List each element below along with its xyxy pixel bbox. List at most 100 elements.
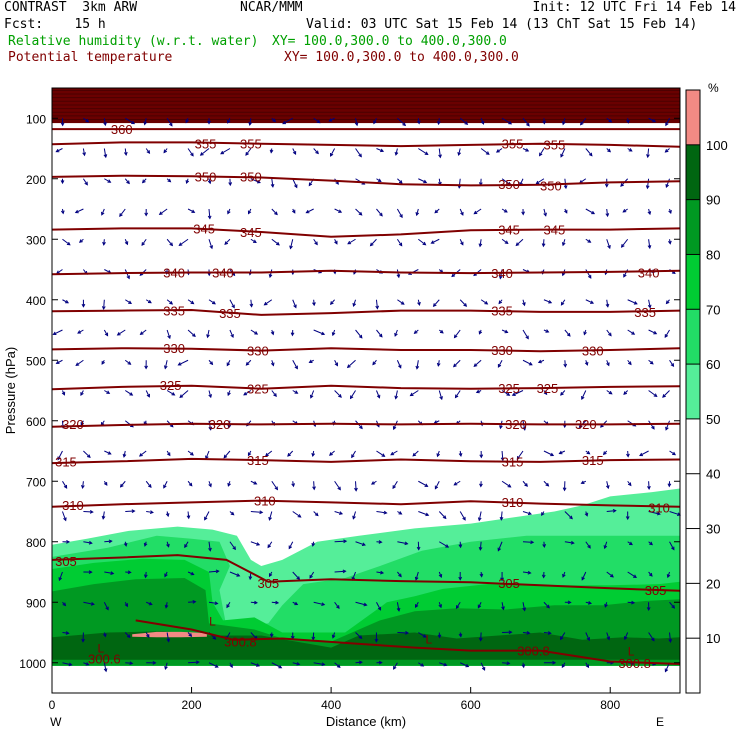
wind-vector-head bbox=[321, 662, 326, 667]
wind-vector bbox=[500, 511, 503, 520]
wind-vector bbox=[355, 661, 362, 664]
wind-vector-head bbox=[166, 452, 171, 457]
wind-vector bbox=[522, 541, 534, 543]
wind-vector-head bbox=[380, 570, 385, 575]
colorbar-label: 40 bbox=[706, 467, 720, 482]
wind-vector bbox=[539, 148, 545, 156]
wind-vector-head bbox=[526, 122, 530, 127]
wind-vector bbox=[501, 238, 509, 244]
wind-vector bbox=[268, 511, 273, 521]
wind-vector bbox=[187, 329, 196, 337]
wind-vector bbox=[139, 450, 147, 457]
wind-vector-head bbox=[230, 334, 234, 339]
wind-vector-head bbox=[309, 574, 313, 579]
wind-vector-head bbox=[296, 576, 301, 581]
wind-vector-head bbox=[434, 485, 439, 490]
wind-vector bbox=[355, 541, 366, 546]
wind-vector bbox=[522, 632, 530, 634]
wind-vector bbox=[124, 632, 131, 638]
wind-vector bbox=[103, 662, 107, 672]
wind-vector-head bbox=[289, 245, 293, 250]
wind-vector bbox=[473, 359, 482, 367]
wind-vector-head bbox=[665, 122, 669, 127]
wind-vector-head bbox=[423, 179, 428, 184]
wind-vector-head bbox=[339, 511, 344, 515]
wind-vector bbox=[501, 602, 504, 610]
wind-vector bbox=[516, 450, 524, 460]
wind-vector-head bbox=[481, 666, 486, 671]
wind-vector-head bbox=[521, 211, 526, 216]
wind-vector-head bbox=[508, 630, 513, 635]
colorbar-frame bbox=[685, 89, 701, 694]
wind-vector-head bbox=[625, 516, 630, 521]
wind-vector-head bbox=[422, 634, 427, 638]
wind-vector-head bbox=[607, 245, 611, 250]
wind-vector bbox=[564, 329, 571, 337]
wind-vector-head bbox=[270, 183, 275, 188]
wind-vector-head bbox=[415, 365, 420, 370]
wind-vector-head bbox=[542, 544, 547, 548]
wind-vector-head bbox=[291, 483, 295, 488]
wind-vector-head bbox=[651, 637, 655, 642]
wind-vector bbox=[501, 390, 510, 396]
wind-vector bbox=[648, 511, 660, 515]
wind-vector-head bbox=[138, 453, 143, 457]
wind-vector bbox=[542, 239, 545, 247]
wind-vector-head bbox=[606, 362, 610, 367]
wind-vector-head bbox=[268, 573, 273, 578]
wind-vector bbox=[188, 661, 199, 664]
wind-vector bbox=[83, 541, 92, 544]
wind-vector-head bbox=[148, 601, 153, 606]
wind-vector-head bbox=[374, 638, 379, 643]
wind-vector-head bbox=[248, 576, 253, 581]
wind-vector-head bbox=[527, 570, 532, 575]
wind-vector-head bbox=[336, 664, 341, 668]
wind-vector-head bbox=[141, 242, 145, 246]
y-tick-label: 400 bbox=[26, 294, 46, 308]
wind-vector-head bbox=[394, 332, 398, 337]
theta-label: 300.8 bbox=[224, 635, 257, 650]
wind-vector-head bbox=[103, 633, 107, 638]
wind-vector-head bbox=[190, 152, 194, 157]
wind-vector-head bbox=[206, 334, 210, 339]
wind-vector bbox=[669, 450, 676, 456]
wind-vector-head bbox=[288, 545, 293, 550]
wind-vector-head bbox=[166, 638, 171, 643]
wind-vector-head bbox=[383, 510, 388, 515]
wind-vector bbox=[585, 148, 593, 156]
wind-vector bbox=[352, 571, 356, 581]
wind-vector bbox=[433, 299, 440, 307]
y-tick-label: 700 bbox=[26, 475, 46, 489]
wind-vector-head bbox=[267, 544, 271, 549]
wind-vector bbox=[479, 541, 482, 550]
wind-vector bbox=[375, 299, 378, 309]
wind-vector-head bbox=[525, 335, 529, 340]
wind-vector-head bbox=[587, 274, 592, 279]
wind-vector bbox=[418, 238, 426, 246]
wind-vector-head bbox=[430, 240, 435, 244]
wind-vector bbox=[396, 602, 400, 611]
wind-vector bbox=[271, 238, 280, 246]
wind-vector bbox=[347, 238, 356, 245]
theta-label: 325 bbox=[537, 381, 559, 396]
wind-vector-head bbox=[346, 364, 351, 369]
wind-vector bbox=[564, 360, 566, 367]
wind-vector-head bbox=[66, 241, 71, 246]
wind-vector bbox=[224, 238, 231, 245]
wind-vector-head bbox=[400, 301, 405, 305]
theta-label: 330 bbox=[247, 344, 269, 359]
wind-vector-head bbox=[104, 332, 109, 337]
theta-label: 305 bbox=[55, 554, 77, 569]
wind-vector-head bbox=[269, 149, 274, 154]
wind-vector-head bbox=[188, 482, 193, 487]
wind-vector-head bbox=[664, 149, 669, 153]
wind-vector bbox=[208, 662, 219, 668]
wind-vector-head bbox=[665, 300, 670, 305]
wind-vector-head bbox=[458, 452, 463, 457]
theta-label: 300.8 bbox=[618, 656, 651, 671]
wind-vector-head bbox=[392, 485, 396, 490]
theta-contour-305 bbox=[52, 554, 680, 592]
wind-vector-head bbox=[352, 515, 356, 520]
wind-vector-head bbox=[443, 662, 448, 667]
